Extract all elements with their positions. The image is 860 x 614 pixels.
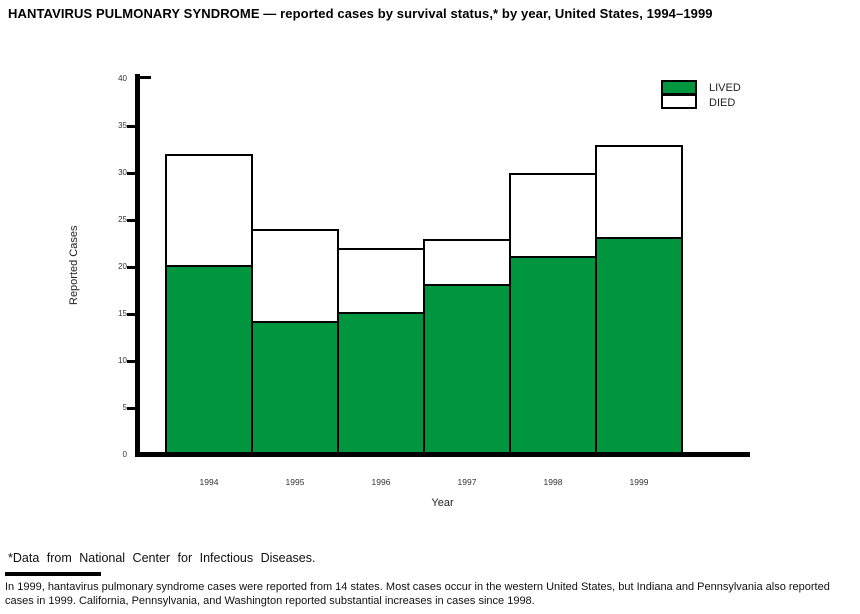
y-tick-label-5: 5 xyxy=(122,403,127,412)
bar-1994-died-segment xyxy=(165,154,253,267)
bar-1997-died-segment xyxy=(423,238,511,286)
legend-item-died: DIED xyxy=(661,94,741,110)
bar-1998-died-segment xyxy=(509,173,597,258)
y-tick-label-20: 20 xyxy=(118,262,127,271)
y-tick-25-mark xyxy=(127,218,135,222)
bar-1997-lived-segment xyxy=(423,285,511,455)
y-tick-label-35: 35 xyxy=(118,121,127,130)
bar-1994 xyxy=(165,154,253,455)
y-tick-5-mark xyxy=(127,406,135,410)
bar-1999-lived-segment xyxy=(595,238,683,455)
y-tick-20-mark xyxy=(127,265,135,269)
bar-1995 xyxy=(251,229,339,455)
bar-1999 xyxy=(595,144,683,455)
y-tick-15-mark xyxy=(127,312,135,316)
x-tick-label-1997: 1997 xyxy=(457,477,477,487)
y-tick-label-30: 30 xyxy=(118,168,127,177)
legend-label-lived: LIVED xyxy=(709,81,741,94)
legend-item-lived: LIVED xyxy=(661,80,741,95)
y-tick-label-10: 10 xyxy=(118,356,127,365)
bar-1996-lived-segment xyxy=(337,314,425,455)
bar-1998 xyxy=(509,173,597,455)
footnote-divider xyxy=(5,572,101,576)
bar-1998-lived-segment xyxy=(509,257,597,455)
bar-1995-lived-segment xyxy=(251,323,339,455)
x-axis-line xyxy=(135,452,750,457)
summary-note: In 1999, hantavirus pulmonary syndrome c… xyxy=(5,581,830,607)
y-tick-label-40: 40 xyxy=(118,74,127,83)
plot-area xyxy=(127,74,750,457)
x-tick-label-1995: 1995 xyxy=(285,477,305,487)
x-axis-label: Year xyxy=(431,497,454,509)
y-tick-40-mark xyxy=(135,76,151,79)
legend: LIVED DIED xyxy=(661,80,741,110)
y-tick-label-25: 25 xyxy=(118,215,127,224)
chart-title: HANTAVIRUS PULMONARY SYNDROME — reported… xyxy=(8,6,713,21)
legend-swatch-died xyxy=(661,94,697,109)
y-tick-10-mark xyxy=(127,359,135,363)
x-tick-label-1996: 1996 xyxy=(371,477,391,487)
bar-1996-died-segment xyxy=(337,248,425,314)
y-tick-30-mark xyxy=(127,171,135,175)
x-tick-label-1994: 1994 xyxy=(199,477,219,487)
y-axis-line xyxy=(135,74,140,457)
legend-swatch-lived xyxy=(661,80,697,95)
data-source-footnote: *Data from National Center for Infectiou… xyxy=(8,551,316,565)
bar-1999-died-segment xyxy=(595,144,683,239)
bar-1997 xyxy=(423,238,511,455)
bar-1995-died-segment xyxy=(251,229,339,324)
x-tick-label-1999: 1999 xyxy=(629,477,649,487)
x-tick-label-1998: 1998 xyxy=(543,477,563,487)
legend-label-died: DIED xyxy=(709,96,736,109)
y-tick-35-mark xyxy=(127,124,135,128)
y-tick-label-15: 15 xyxy=(118,309,127,318)
bar-1996 xyxy=(337,248,425,455)
y-tick-label-0: 0 xyxy=(122,450,127,459)
bar-1994-lived-segment xyxy=(165,267,253,455)
